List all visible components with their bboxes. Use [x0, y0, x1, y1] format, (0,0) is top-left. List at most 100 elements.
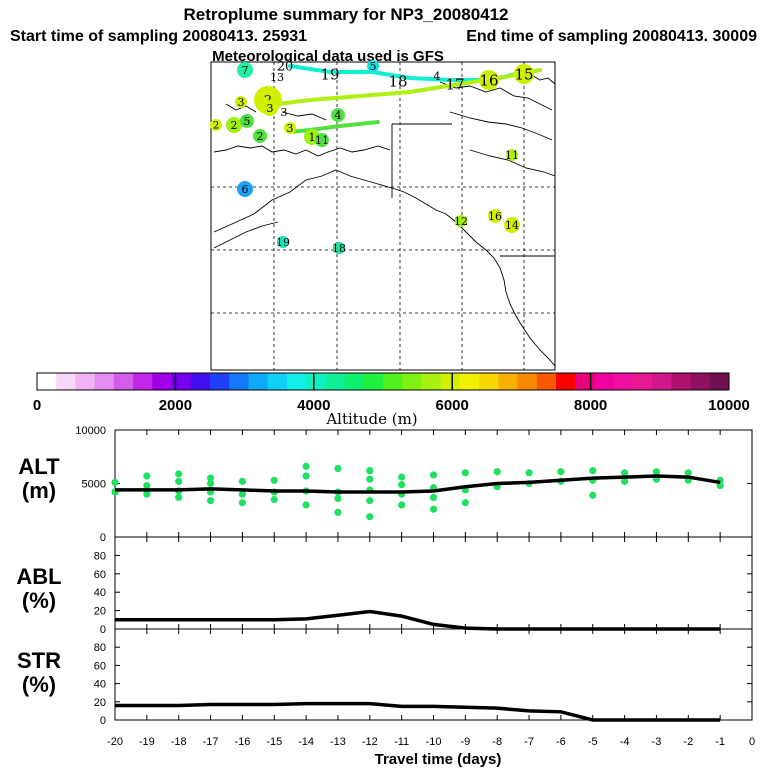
alt-point — [589, 491, 597, 499]
colorbar-tick-label: 2000 — [159, 397, 192, 414]
map-marker-dot — [235, 96, 247, 108]
colorbar-label: Altitude (m) — [325, 410, 417, 428]
alt-point — [143, 490, 151, 498]
alt-point — [366, 467, 374, 475]
alt-point — [302, 462, 310, 470]
alt-point — [334, 508, 342, 516]
colorbar-cell — [517, 373, 538, 390]
alt-yticks: 10000 5000 0 — [75, 425, 752, 544]
alt-point — [238, 477, 246, 485]
map-marker-label: 3 — [281, 106, 288, 119]
map-marker-label: 2 — [257, 130, 264, 143]
y-tick-label: 60 — [94, 569, 106, 581]
map-marker-label: 11 — [505, 149, 519, 162]
alt-point — [366, 497, 374, 505]
map-marker-label: 12 — [454, 215, 468, 228]
map-panel: 7201319518417161532334225311121161216141… — [210, 60, 556, 371]
colorbar-cell — [402, 373, 422, 390]
alt-xticks — [114, 430, 753, 537]
alt-point — [621, 477, 629, 485]
x-tick-label: -14 — [298, 736, 314, 748]
map-marker-label: 18 — [388, 72, 407, 90]
alt-point — [621, 469, 629, 477]
colorbar-cell — [210, 373, 230, 390]
alt-point — [143, 482, 151, 490]
x-tick-label: -16 — [234, 736, 250, 748]
x-tick-labels: -20 -19 -18 -17 -16 -15 -14 -13 -12 -11 -10 -9 -8 -7-… — [107, 736, 755, 748]
y-tick-label: 0 — [100, 532, 106, 544]
y-tick-label: 80 — [94, 550, 106, 562]
map-marker-label: 16 — [479, 71, 498, 89]
map-marker-dot — [262, 100, 278, 116]
alt-point — [143, 472, 151, 480]
map-marker-label: 19 — [320, 65, 339, 83]
alt-point — [366, 513, 374, 521]
x-tick-label: -18 — [171, 736, 187, 748]
map-marker-label: 3 — [287, 122, 294, 135]
colorbar-cell — [459, 373, 480, 390]
abl-frame — [114, 536, 753, 630]
colorbar-cell — [594, 373, 615, 390]
colorbar-cell — [56, 373, 76, 390]
str-yticks: 80 60 40 20 0 — [94, 642, 752, 727]
alt-point — [206, 479, 215, 488]
colorbar-tick-label: 8000 — [574, 397, 607, 414]
colorbar-cell — [171, 373, 192, 390]
map-marker-dot — [455, 215, 467, 227]
str-ylabel: STR — [17, 648, 61, 673]
map-marker-dot — [506, 149, 518, 161]
colorbar-cell — [190, 373, 211, 390]
y-tick-label: 5000 — [82, 479, 106, 491]
x-tick-label: -15 — [266, 736, 282, 748]
map-marker-dot — [367, 60, 379, 72]
colorbar-cell — [709, 373, 730, 390]
x-tick-label: -4 — [620, 736, 630, 748]
x-tick-label: -2 — [683, 736, 693, 748]
str-ylabel-unit: (%) — [22, 672, 56, 697]
map-marker-label: 6 — [242, 183, 249, 196]
abl-ylabel: ABL — [16, 564, 61, 589]
map-marker-dot — [331, 108, 345, 122]
alt-point — [175, 493, 183, 502]
x-tick-label: -8 — [492, 736, 502, 748]
alt-point — [461, 469, 469, 477]
alt-point — [398, 501, 406, 509]
map-marker-label: 5 — [370, 60, 377, 73]
map-marker-label: 13 — [270, 71, 284, 84]
colorbar-cell — [306, 373, 326, 390]
x-tick-label: 0 — [749, 736, 755, 748]
colorbar-ticks: 0 2000 4000 6000 8000 10000 — [33, 373, 750, 414]
alt-point — [206, 474, 215, 482]
colorbar-cell — [133, 373, 153, 390]
colorbar-tick-label: 6000 — [436, 397, 469, 414]
y-tick-label: 40 — [94, 587, 106, 599]
colorbar-cell — [363, 373, 384, 390]
alt-point — [589, 467, 597, 475]
alt-point — [334, 494, 342, 503]
map-marker-dot — [504, 217, 520, 233]
y-tick-label: 20 — [94, 697, 106, 709]
x-axis-label: Travel time (days) — [375, 751, 502, 768]
x-tick-label: -7 — [524, 736, 534, 748]
colorbar-cell — [536, 373, 557, 390]
alt-point — [302, 501, 310, 509]
colorbar-cell — [383, 373, 403, 390]
alt-point — [684, 469, 692, 477]
x-tick-label: -10 — [426, 736, 442, 748]
colorbar-cell — [75, 373, 96, 390]
map-marker-label: 5 — [244, 115, 251, 128]
alt-point — [270, 476, 278, 484]
colorbar-cell — [113, 373, 134, 390]
x-tick-label: -9 — [460, 736, 470, 748]
alt-point — [175, 470, 183, 478]
alt-point — [398, 480, 406, 489]
alt-point — [525, 469, 533, 477]
map-marker-dot — [253, 129, 267, 143]
y-tick-label: 80 — [94, 642, 106, 654]
y-tick-label: 0 — [100, 624, 106, 636]
colorbar-tick-label: 0 — [33, 397, 41, 414]
y-tick-label: 10000 — [75, 425, 106, 437]
map-marker-label: 16 — [488, 210, 502, 223]
colorbar-cell — [479, 373, 499, 390]
alt-point — [429, 505, 438, 513]
